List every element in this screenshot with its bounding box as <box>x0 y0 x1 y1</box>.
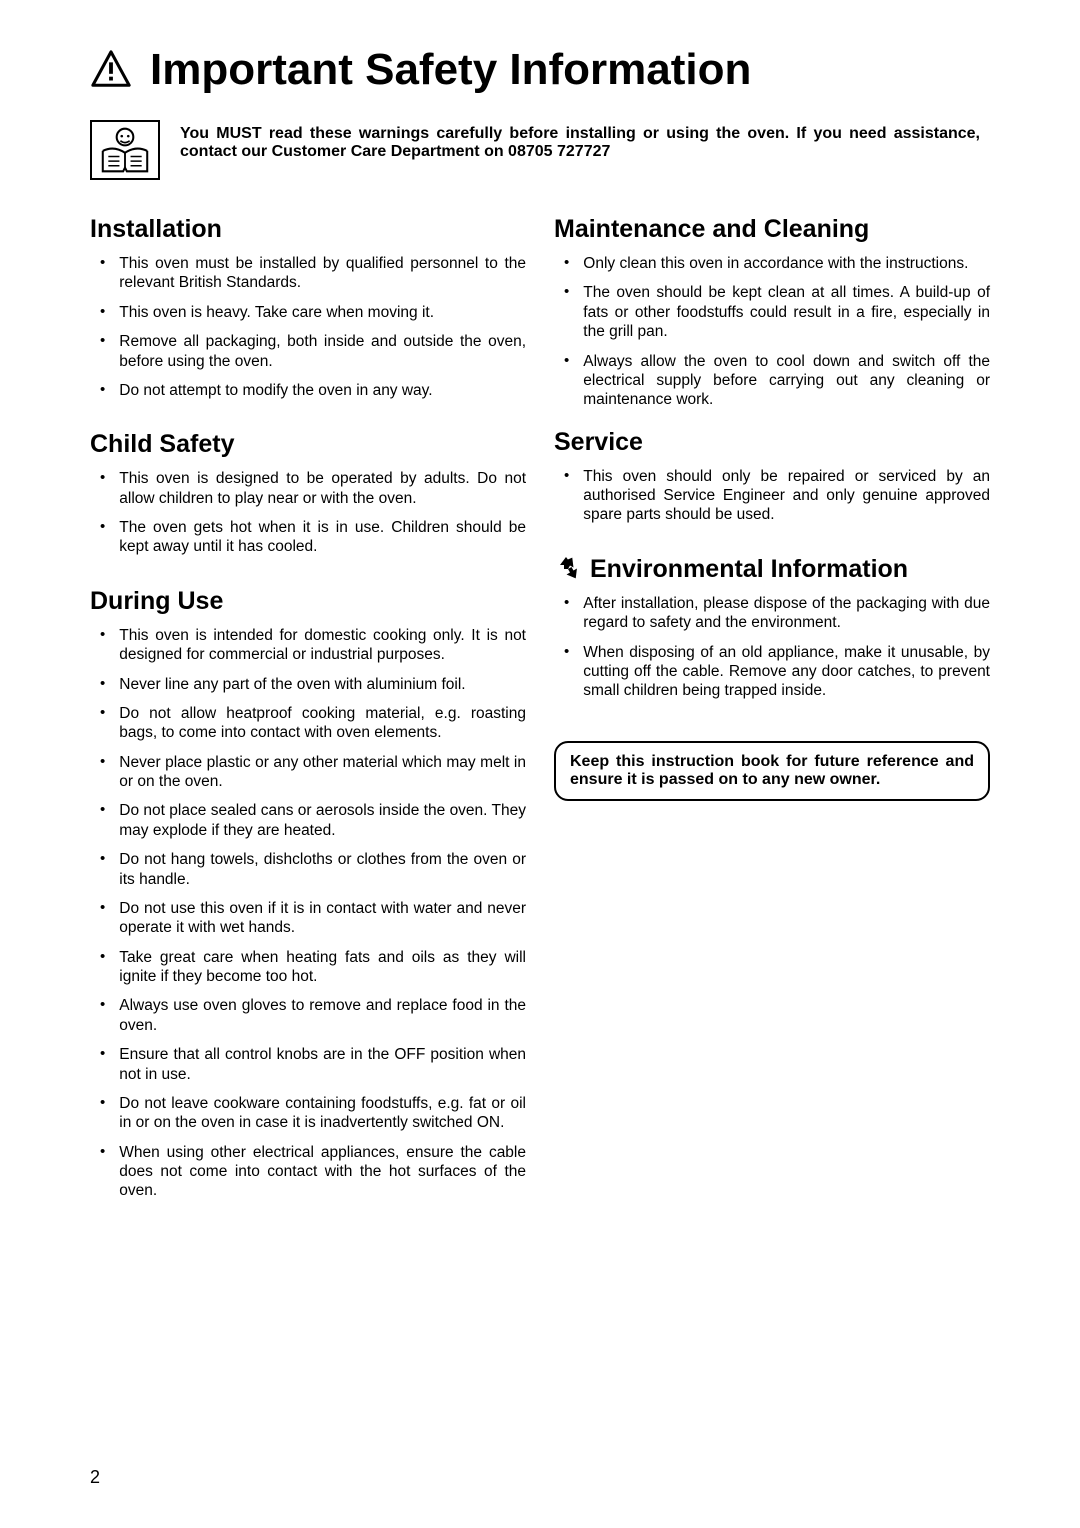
list-installation: This oven must be installed by qualified… <box>90 254 526 400</box>
list-item: Ensure that all control knobs are in the… <box>90 1045 526 1084</box>
intro-row: You MUST read these warnings carefully b… <box>90 120 990 180</box>
list-item: When disposing of an old appliance, make… <box>554 643 990 701</box>
main-title: Important Safety Information <box>150 45 751 95</box>
list-item: Never line any part of the oven with alu… <box>90 675 526 694</box>
columns: Installation This oven must be installed… <box>90 215 990 1231</box>
list-service: This oven should only be repaired or ser… <box>554 467 990 525</box>
list-item: The oven gets hot when it is in use. Chi… <box>90 518 526 557</box>
list-item: The oven should be kept clean at all tim… <box>554 283 990 341</box>
read-manual-icon <box>90 120 160 180</box>
notice-box: Keep this instruction book for future re… <box>554 741 990 801</box>
heading-service: Service <box>554 428 990 457</box>
list-item: Do not hang towels, dishcloths or clothe… <box>90 850 526 889</box>
list-item: Only clean this oven in accordance with … <box>554 254 990 273</box>
heading-env-row: Environmental Information <box>554 555 990 584</box>
title-row: Important Safety Information <box>90 45 990 95</box>
list-item: When using other electrical appliances, … <box>90 1143 526 1201</box>
list-item: This oven must be installed by qualified… <box>90 254 526 293</box>
list-environmental: After installation, please dispose of th… <box>554 594 990 701</box>
list-item: Never place plastic or any other materia… <box>90 753 526 792</box>
list-item: This oven is designed to be operated by … <box>90 469 526 508</box>
list-during-use: This oven is intended for domestic cooki… <box>90 626 526 1201</box>
heading-environmental: Environmental Information <box>590 555 908 584</box>
list-item: After installation, please dispose of th… <box>554 594 990 633</box>
list-item: Do not attempt to modify the oven in any… <box>90 381 526 400</box>
right-column: Maintenance and Cleaning Only clean this… <box>554 215 990 1231</box>
list-maintenance: Only clean this oven in accordance with … <box>554 254 990 410</box>
recycle-icon <box>554 555 582 583</box>
heading-child-safety: Child Safety <box>90 430 526 459</box>
heading-installation: Installation <box>90 215 526 244</box>
list-item: Always use oven gloves to remove and rep… <box>90 996 526 1035</box>
heading-during-use: During Use <box>90 587 526 616</box>
list-item: Do not use this oven if it is in contact… <box>90 899 526 938</box>
list-item: This oven should only be repaired or ser… <box>554 467 990 525</box>
warning-triangle-icon <box>90 49 132 91</box>
left-column: Installation This oven must be installed… <box>90 215 526 1231</box>
list-item: Remove all packaging, both inside and ou… <box>90 332 526 371</box>
list-item: This oven is heavy. Take care when movin… <box>90 303 526 322</box>
list-item: Do not place sealed cans or aerosols ins… <box>90 801 526 840</box>
page-number: 2 <box>90 1467 100 1488</box>
intro-text: You MUST read these warnings carefully b… <box>180 120 990 161</box>
list-item: Do not leave cookware containing foodstu… <box>90 1094 526 1133</box>
list-item: Do not allow heatproof cooking material,… <box>90 704 526 743</box>
list-item: Take great care when heating fats and oi… <box>90 948 526 987</box>
heading-maintenance: Maintenance and Cleaning <box>554 215 990 244</box>
list-child-safety: This oven is designed to be operated by … <box>90 469 526 557</box>
list-item: Always allow the oven to cool down and s… <box>554 352 990 410</box>
list-item: This oven is intended for domestic cooki… <box>90 626 526 665</box>
